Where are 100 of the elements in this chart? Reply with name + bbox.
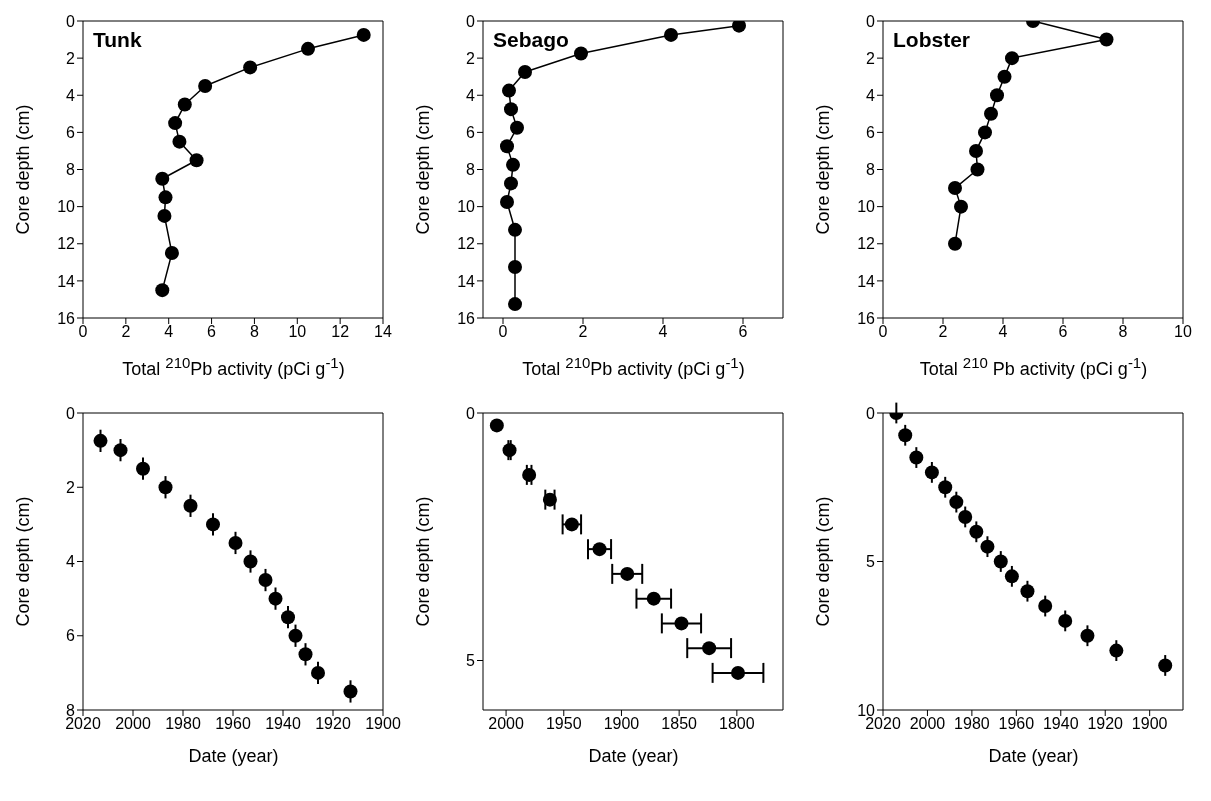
x-tick-label: 2000 xyxy=(115,715,151,733)
x-tick-label: 1850 xyxy=(661,715,698,733)
point xyxy=(954,199,968,214)
point xyxy=(969,524,984,539)
point xyxy=(198,78,213,93)
point xyxy=(948,181,962,196)
point xyxy=(489,418,504,433)
y-axis-title: Core depth (cm) xyxy=(412,495,434,627)
point xyxy=(183,498,198,513)
x-tick-label: 0 xyxy=(878,323,888,341)
y-tick-label: 0 xyxy=(466,404,476,422)
y-tick-label: 16 xyxy=(57,309,76,327)
point xyxy=(980,539,995,554)
x-tick-label: 1920 xyxy=(315,715,351,733)
point xyxy=(502,83,516,98)
y-tick-label: 5 xyxy=(466,652,476,670)
point xyxy=(508,297,522,312)
point xyxy=(288,628,303,643)
point xyxy=(510,120,524,135)
x-tick-label: 2020 xyxy=(65,715,101,733)
point xyxy=(157,208,172,223)
point xyxy=(258,573,273,588)
point xyxy=(924,465,939,480)
y-tick-label: 10 xyxy=(57,198,76,216)
point xyxy=(506,157,520,172)
x-tick-label: 1960 xyxy=(215,715,251,733)
x-tick-label: 6 xyxy=(1058,323,1068,341)
point xyxy=(1004,569,1019,584)
y-tick-label: 12 xyxy=(857,235,876,253)
x-tick-label: 1900 xyxy=(365,715,401,733)
y-tick-label: 10 xyxy=(857,198,876,216)
y-tick-label: 2 xyxy=(66,478,76,496)
point xyxy=(268,591,283,606)
point xyxy=(542,492,557,507)
x-axis-title: Date (year) xyxy=(587,746,680,767)
point xyxy=(301,41,315,56)
point xyxy=(508,222,522,237)
point xyxy=(958,509,973,524)
point xyxy=(646,591,661,606)
point xyxy=(970,162,985,177)
point xyxy=(508,259,522,274)
point xyxy=(664,27,678,42)
point xyxy=(177,97,192,112)
point xyxy=(311,665,325,680)
x-axis-title: Total $^{210}$Pb activity (pCi g$^{-1}$) xyxy=(521,354,746,380)
point xyxy=(518,65,532,80)
x-tick-label: 12 xyxy=(331,323,350,341)
y-tick-label: 0 xyxy=(466,12,476,30)
point xyxy=(1020,584,1035,599)
point xyxy=(592,542,607,557)
x-tick-label: 6 xyxy=(207,323,217,341)
y-tick-label: 0 xyxy=(866,12,876,30)
point xyxy=(343,684,358,699)
y-axis-title: Core depth (cm) xyxy=(12,103,34,235)
y-tick-label: 10 xyxy=(457,198,476,216)
point xyxy=(620,566,635,581)
x-axis-title: Total $^{210}$ Pb activity (pCi g$^{-1}$) xyxy=(918,354,1149,380)
y-tick-label: 6 xyxy=(66,627,76,645)
y-tick-label: 12 xyxy=(57,235,76,253)
point xyxy=(1158,658,1173,673)
point xyxy=(136,461,150,476)
chart-title: Lobster xyxy=(893,28,971,52)
point xyxy=(1109,643,1124,658)
point xyxy=(502,443,517,458)
point xyxy=(702,641,717,656)
x-tick-label: 2 xyxy=(121,323,131,341)
x-tick-label: 2000 xyxy=(909,715,946,733)
y-axis-title: Core depth (cm) xyxy=(412,103,434,235)
y-tick-label: 6 xyxy=(866,124,876,142)
y-axis-title: Core depth (cm) xyxy=(12,495,34,627)
y-tick-label: 14 xyxy=(457,272,476,290)
point xyxy=(228,535,243,550)
x-tick-label: 2000 xyxy=(488,715,524,733)
point xyxy=(356,27,371,42)
x-tick-label: 0 xyxy=(78,323,88,341)
point xyxy=(168,116,183,131)
chart-title: Sebago xyxy=(493,28,569,52)
x-tick-label: 1980 xyxy=(954,715,990,733)
y-tick-label: 4 xyxy=(66,86,76,104)
x-tick-label: 1920 xyxy=(1087,715,1124,733)
point xyxy=(731,665,745,680)
point xyxy=(243,60,258,75)
point xyxy=(243,554,258,569)
point xyxy=(978,125,992,140)
y-tick-label: 8 xyxy=(66,161,76,179)
x-tick-label: 10 xyxy=(288,323,307,341)
x-tick-label: 1950 xyxy=(545,715,582,733)
point xyxy=(997,69,1012,84)
y-tick-label: 8 xyxy=(866,161,876,179)
chart-title: Tunk xyxy=(93,28,142,52)
point xyxy=(993,554,1008,569)
point xyxy=(948,236,962,251)
point xyxy=(504,176,518,191)
x-tick-label: 1900 xyxy=(603,715,640,733)
y-tick-label: 5 xyxy=(866,553,876,571)
point xyxy=(113,443,128,458)
y-tick-label: 2 xyxy=(66,49,76,67)
point xyxy=(164,246,179,261)
x-tick-label: 4 xyxy=(658,323,668,341)
y-axis-title: Core depth (cm) xyxy=(812,103,834,235)
